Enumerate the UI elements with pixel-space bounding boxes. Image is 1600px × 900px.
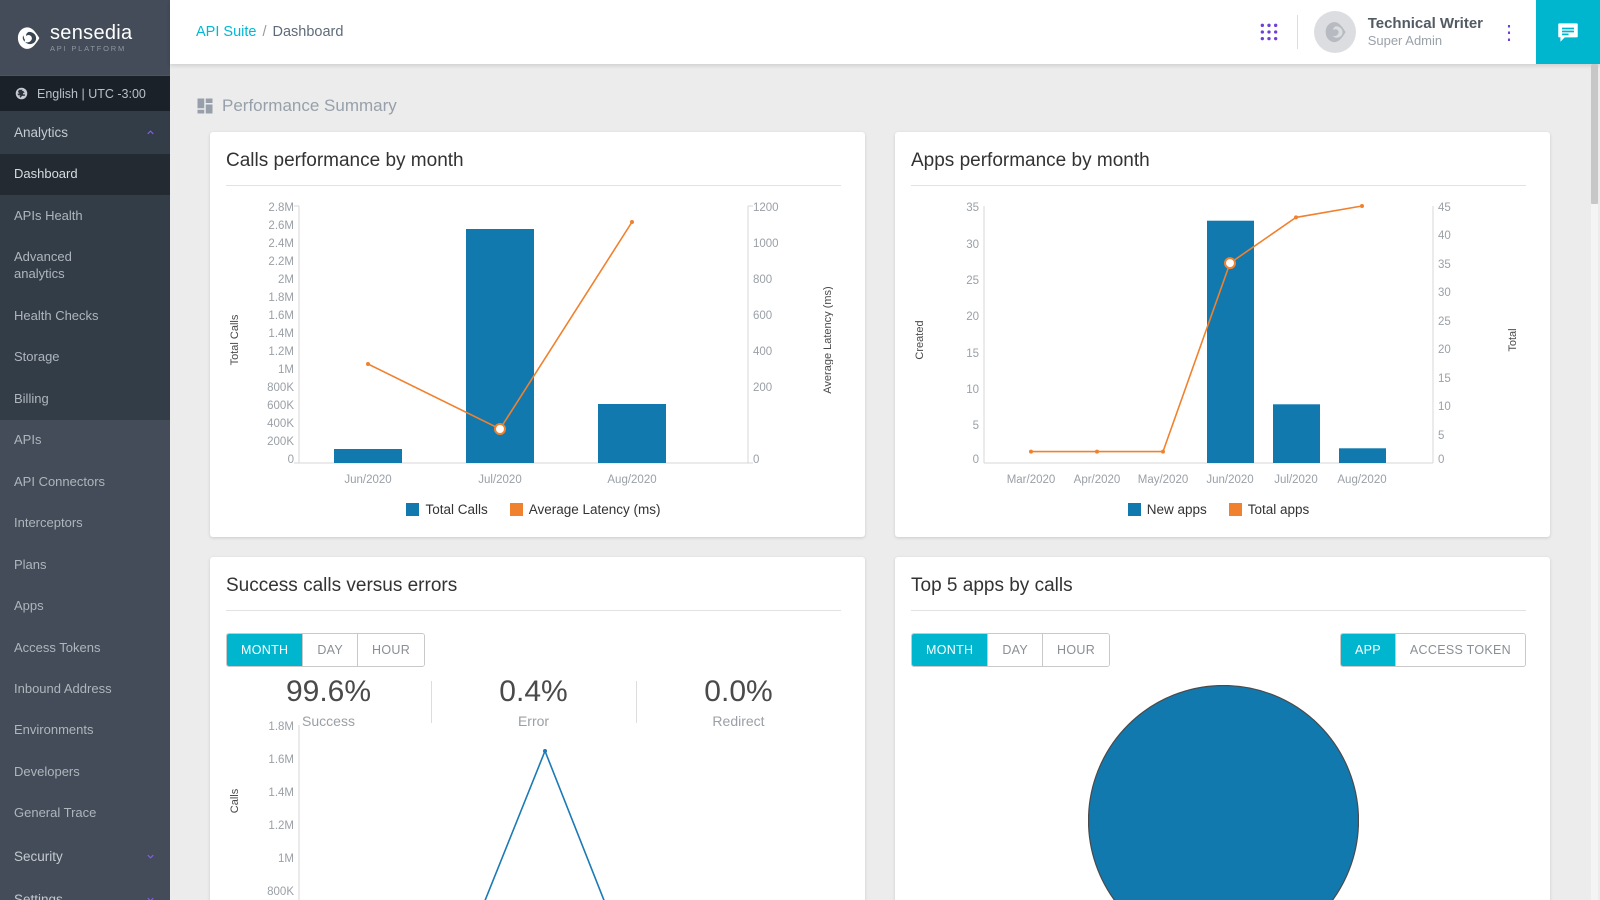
svg-text:20: 20: [1438, 344, 1451, 356]
svg-text:400K: 400K: [267, 418, 294, 430]
svg-text:0: 0: [288, 454, 294, 466]
svg-text:2M: 2M: [278, 274, 294, 286]
svg-text:2.2M: 2.2M: [268, 256, 294, 268]
svg-text:600: 600: [753, 310, 772, 322]
svg-text:Jul/2020: Jul/2020: [478, 474, 521, 486]
svg-text:40: 40: [1438, 230, 1451, 242]
svg-text:1.6M: 1.6M: [268, 754, 294, 766]
svg-text:Apr/2020: Apr/2020: [1074, 474, 1121, 486]
svg-text:2.6M: 2.6M: [268, 220, 294, 232]
svg-text:35: 35: [1438, 259, 1451, 271]
svg-text:Mar/2020: Mar/2020: [1007, 474, 1056, 486]
svg-text:Created: Created: [914, 320, 926, 359]
svg-text:800K: 800K: [267, 382, 294, 394]
svg-text:0: 0: [973, 454, 979, 466]
svg-text:1M: 1M: [278, 364, 294, 376]
svg-text:1200: 1200: [753, 202, 779, 214]
svg-text:1M: 1M: [278, 853, 294, 865]
svg-text:0: 0: [753, 454, 759, 466]
svg-text:10: 10: [966, 384, 979, 396]
svg-text:35: 35: [966, 202, 979, 214]
svg-text:Total Calls: Total Calls: [229, 314, 241, 365]
svg-text:1000: 1000: [753, 238, 779, 250]
svg-text:400: 400: [753, 346, 772, 358]
svg-text:1.6M: 1.6M: [268, 310, 294, 322]
svg-text:800: 800: [753, 274, 772, 286]
svg-text:Jun/2020: Jun/2020: [344, 474, 391, 486]
svg-text:Total: Total: [1507, 328, 1518, 351]
svg-text:45: 45: [1438, 202, 1451, 214]
svg-text:May/2020: May/2020: [1138, 474, 1189, 486]
svg-text:Aug/2020: Aug/2020: [1337, 474, 1386, 486]
svg-text:Calls: Calls: [229, 788, 241, 813]
svg-text:25: 25: [966, 275, 979, 287]
svg-text:2.8M: 2.8M: [268, 202, 294, 214]
svg-text:25: 25: [1438, 316, 1451, 328]
svg-text:Aug/2020: Aug/2020: [607, 474, 656, 486]
svg-text:800K: 800K: [267, 886, 294, 898]
svg-text:200: 200: [753, 382, 772, 394]
svg-text:0: 0: [1438, 454, 1444, 466]
svg-text:Jul/2020: Jul/2020: [1274, 474, 1317, 486]
svg-text:200K: 200K: [267, 436, 294, 448]
svg-text:15: 15: [966, 348, 979, 360]
svg-text:20: 20: [966, 311, 979, 323]
svg-text:1.8M: 1.8M: [268, 292, 294, 304]
svg-text:1.4M: 1.4M: [268, 328, 294, 340]
svg-text:Jun/2020: Jun/2020: [1206, 474, 1253, 486]
svg-text:1.2M: 1.2M: [268, 820, 294, 832]
svg-text:600K: 600K: [267, 400, 294, 412]
svg-text:15: 15: [1438, 373, 1451, 385]
svg-text:1.4M: 1.4M: [268, 787, 294, 799]
svg-text:2.4M: 2.4M: [268, 238, 294, 250]
svg-text:1.2M: 1.2M: [268, 346, 294, 358]
svg-text:5: 5: [1438, 430, 1444, 442]
svg-text:30: 30: [1438, 287, 1451, 299]
svg-text:5: 5: [973, 420, 979, 432]
svg-text:Average Latency (ms): Average Latency (ms): [822, 286, 833, 393]
svg-text:10: 10: [1438, 401, 1451, 413]
svg-text:30: 30: [966, 239, 979, 251]
